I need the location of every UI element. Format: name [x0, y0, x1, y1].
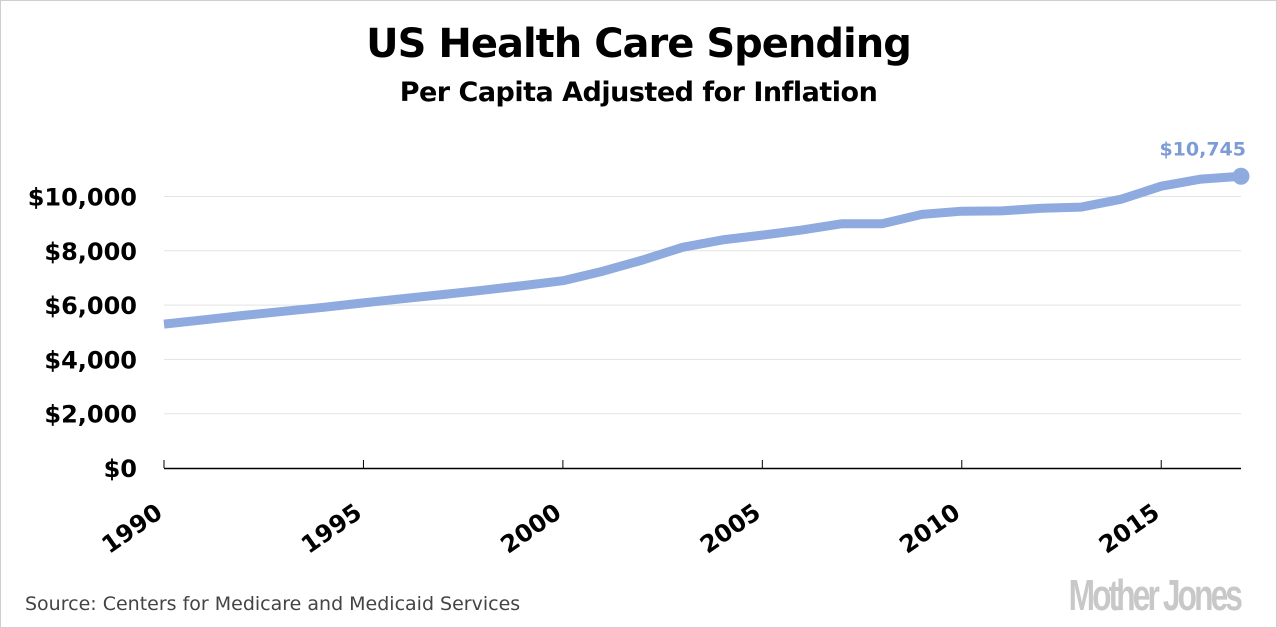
- x-axis: 1990 1995 2000 2005 2010 2015: [97, 460, 1241, 559]
- y-tick-label: $4,000: [44, 346, 137, 374]
- gridlines: [164, 196, 1241, 415]
- y-tick-label: $0: [104, 455, 137, 483]
- y-tick-label: $6,000: [44, 292, 137, 320]
- chart-subtitle: Per Capita Adjusted for Inflation: [399, 77, 878, 108]
- y-axis: $0 $2,000 $4,000 $6,000 $8,000 $10,000: [28, 184, 137, 484]
- source-note: Source: Centers for Medicare and Medicai…: [25, 593, 521, 615]
- y-tick-label: $10,000: [28, 184, 137, 212]
- x-tick-label: 2015: [1094, 498, 1165, 559]
- chart-title: US Health Care Spending: [366, 21, 912, 67]
- plot-area: $10,745: [163, 138, 1250, 329]
- x-tick-label: 2010: [894, 498, 965, 559]
- y-tick-label: $2,000: [44, 401, 137, 429]
- line-chart: $0$2,000$4,000$6,000$8,000$10,000 1990 19…: [28, 138, 1250, 559]
- publisher-logo: Mother Jones: [1068, 571, 1243, 620]
- end-value-label: $10,745: [1159, 138, 1246, 160]
- x-tick-label: 1995: [296, 498, 367, 559]
- x-tick-label: 1990: [97, 498, 168, 559]
- end-point-marker: [1232, 167, 1250, 185]
- x-tick-label: 2000: [496, 498, 567, 559]
- series-line: [163, 171, 1242, 329]
- y-tick-label: $8,000: [44, 238, 137, 266]
- x-tick-label: 2005: [695, 498, 766, 559]
